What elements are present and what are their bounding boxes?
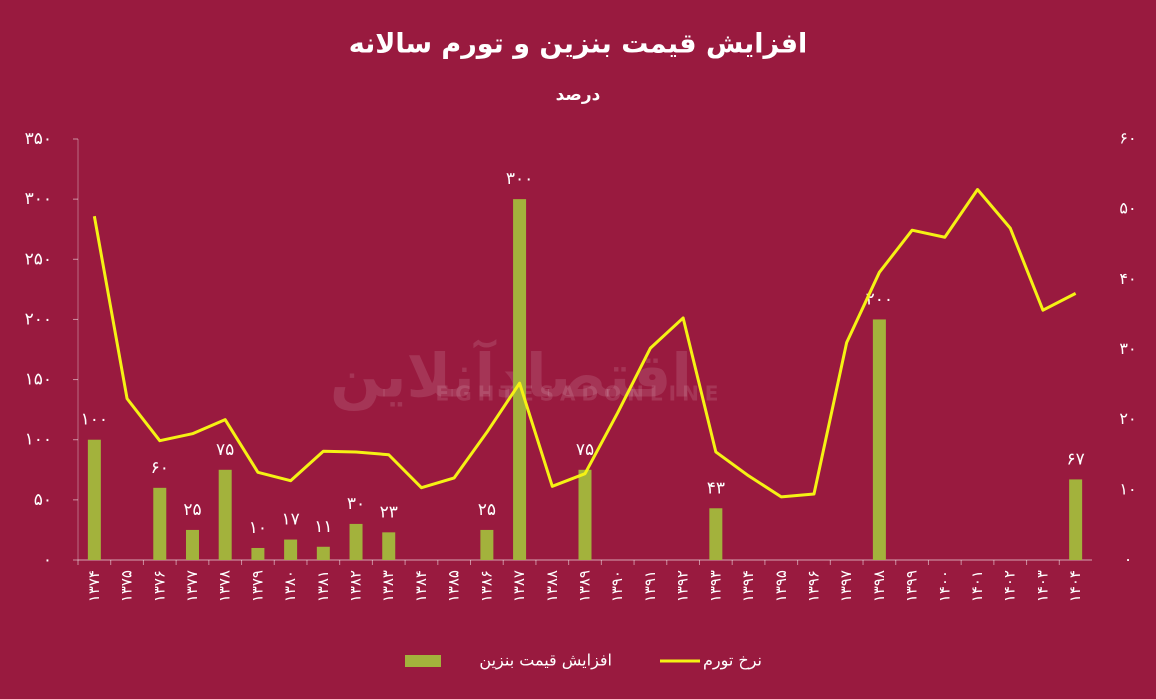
x-tick-label: ۱۳۹۱ (641, 570, 659, 602)
data-label: ۲۳ (380, 502, 398, 522)
x-tick-label: ۱۴۰۱ (968, 570, 986, 602)
x-tick-label: ۱۴۰۴ (1066, 570, 1084, 602)
x-tick-label: ۱۳۷۸ (216, 570, 234, 602)
x-tick-label: ۱۳۷۵ (118, 570, 136, 602)
bar (218, 469, 232, 560)
data-label: ۲۰۰ (866, 289, 893, 309)
y2-tick-label: ۴۰ (1119, 269, 1136, 288)
x-tick-label: ۱۳۷۶ (150, 570, 168, 602)
y2-tick-label: ۶۰ (1119, 129, 1136, 148)
legend-swatch (405, 655, 441, 667)
y2-tick-label: ۱۰ (1119, 479, 1136, 498)
bar (284, 539, 298, 560)
chart-subtitle: درصد (556, 85, 601, 105)
x-tick-label: ۱۳۸۹ (576, 570, 594, 602)
bar (480, 529, 494, 560)
bar (1069, 479, 1083, 560)
x-tick-label: ۱۳۸۳ (379, 570, 397, 602)
y-tick-label: ۳۵۰ (25, 129, 52, 149)
bar (382, 532, 396, 560)
x-tick-label: ۱۴۰۰ (935, 570, 953, 602)
x-tick-label: ۱۳۸۰ (281, 570, 299, 602)
data-label: ۷۵ (216, 440, 234, 460)
data-label: ۲۵ (183, 500, 201, 520)
x-tick-label: ۱۳۸۴ (412, 570, 430, 602)
x-tick-label: ۱۳۹۲ (674, 570, 692, 602)
x-tick-label: ۱۳۹۰ (608, 570, 626, 602)
x-tick-label: ۱۴۰۳ (1033, 570, 1051, 602)
data-label: ۷۵ (576, 440, 594, 460)
data-label: ۱۰۰ (81, 410, 108, 430)
x-tick-label: ۱۳۹۶ (804, 570, 822, 602)
bar (513, 199, 527, 560)
x-tick-label: ۱۳۹۸ (870, 570, 888, 602)
y2-tick-label: ۵۰ (1119, 199, 1136, 218)
bar (349, 523, 363, 560)
legend-label: نرخ تورم (703, 651, 762, 671)
x-tick-label: ۱۳۷۴ (85, 570, 103, 602)
y2-tick-label: ۳۰ (1119, 339, 1136, 358)
bar (578, 469, 592, 560)
y-tick-label: ۱۵۰ (25, 370, 52, 390)
line (92, 188, 1077, 499)
data-label: ۳۰۰ (506, 169, 533, 189)
x-tick-label: ۱۴۰۲ (1001, 570, 1019, 602)
y-tick-label: ۵۰ (34, 490, 52, 510)
y-tick-label: ۱۰۰ (25, 430, 52, 450)
x-tick-label: ۱۳۷۹ (248, 570, 266, 602)
data-label: ۲۵ (478, 500, 496, 520)
data-label: ۶۷ (1067, 449, 1085, 469)
data-label: ۶۰ (151, 458, 169, 478)
bar (316, 546, 330, 560)
y-tick-label: ۲۰۰ (25, 309, 52, 329)
watermark-latin: EGHTESADONLINE (436, 382, 725, 406)
y2-tick-label: ۰ (1124, 550, 1133, 569)
x-tick-label: ۱۳۹۵ (772, 570, 790, 602)
x-tick-label: ۱۳۸۲ (347, 570, 365, 602)
y-tick-label: ۲۵۰ (25, 249, 52, 269)
data-label: ۴۳ (707, 478, 725, 498)
bar (709, 508, 723, 560)
chart-title: افزایش قیمت بنزین و تورم سالانه (349, 29, 808, 60)
y-tick-label: ۰ (43, 550, 52, 570)
y2-tick-label: ۲۰ (1119, 409, 1136, 428)
x-tick-label: ۱۳۹۳ (706, 570, 724, 602)
x-tick-label: ۱۳۹۷ (837, 570, 855, 602)
x-tick-label: ۱۳۷۷ (183, 570, 201, 602)
legend-label: افزایش قیمت بنزین (479, 651, 612, 671)
x-tick-label: ۱۳۸۷ (510, 570, 528, 602)
x-tick-label: ۱۳۸۵ (445, 570, 463, 602)
x-tick-label: ۱۳۹۴ (739, 570, 757, 602)
x-tick-label: ۱۳۸۸ (543, 570, 561, 602)
bar (87, 439, 101, 560)
data-label: ۱۱ (314, 517, 332, 537)
data-label: ۳۰ (347, 494, 365, 514)
x-tick-label: ۱۳۸۶ (477, 570, 495, 602)
x-tick-label: ۱۳۸۱ (314, 570, 332, 602)
bar (251, 547, 265, 560)
y-tick-label: ۳۰۰ (25, 189, 52, 209)
bar (872, 319, 886, 560)
bar (185, 529, 199, 560)
bar (153, 487, 167, 560)
watermark: اقتصادآنلاین (330, 339, 692, 412)
data-label: ۱۷ (281, 510, 299, 530)
data-label: ۱۰ (249, 518, 267, 538)
x-tick-label: ۱۳۹۹ (903, 570, 921, 602)
